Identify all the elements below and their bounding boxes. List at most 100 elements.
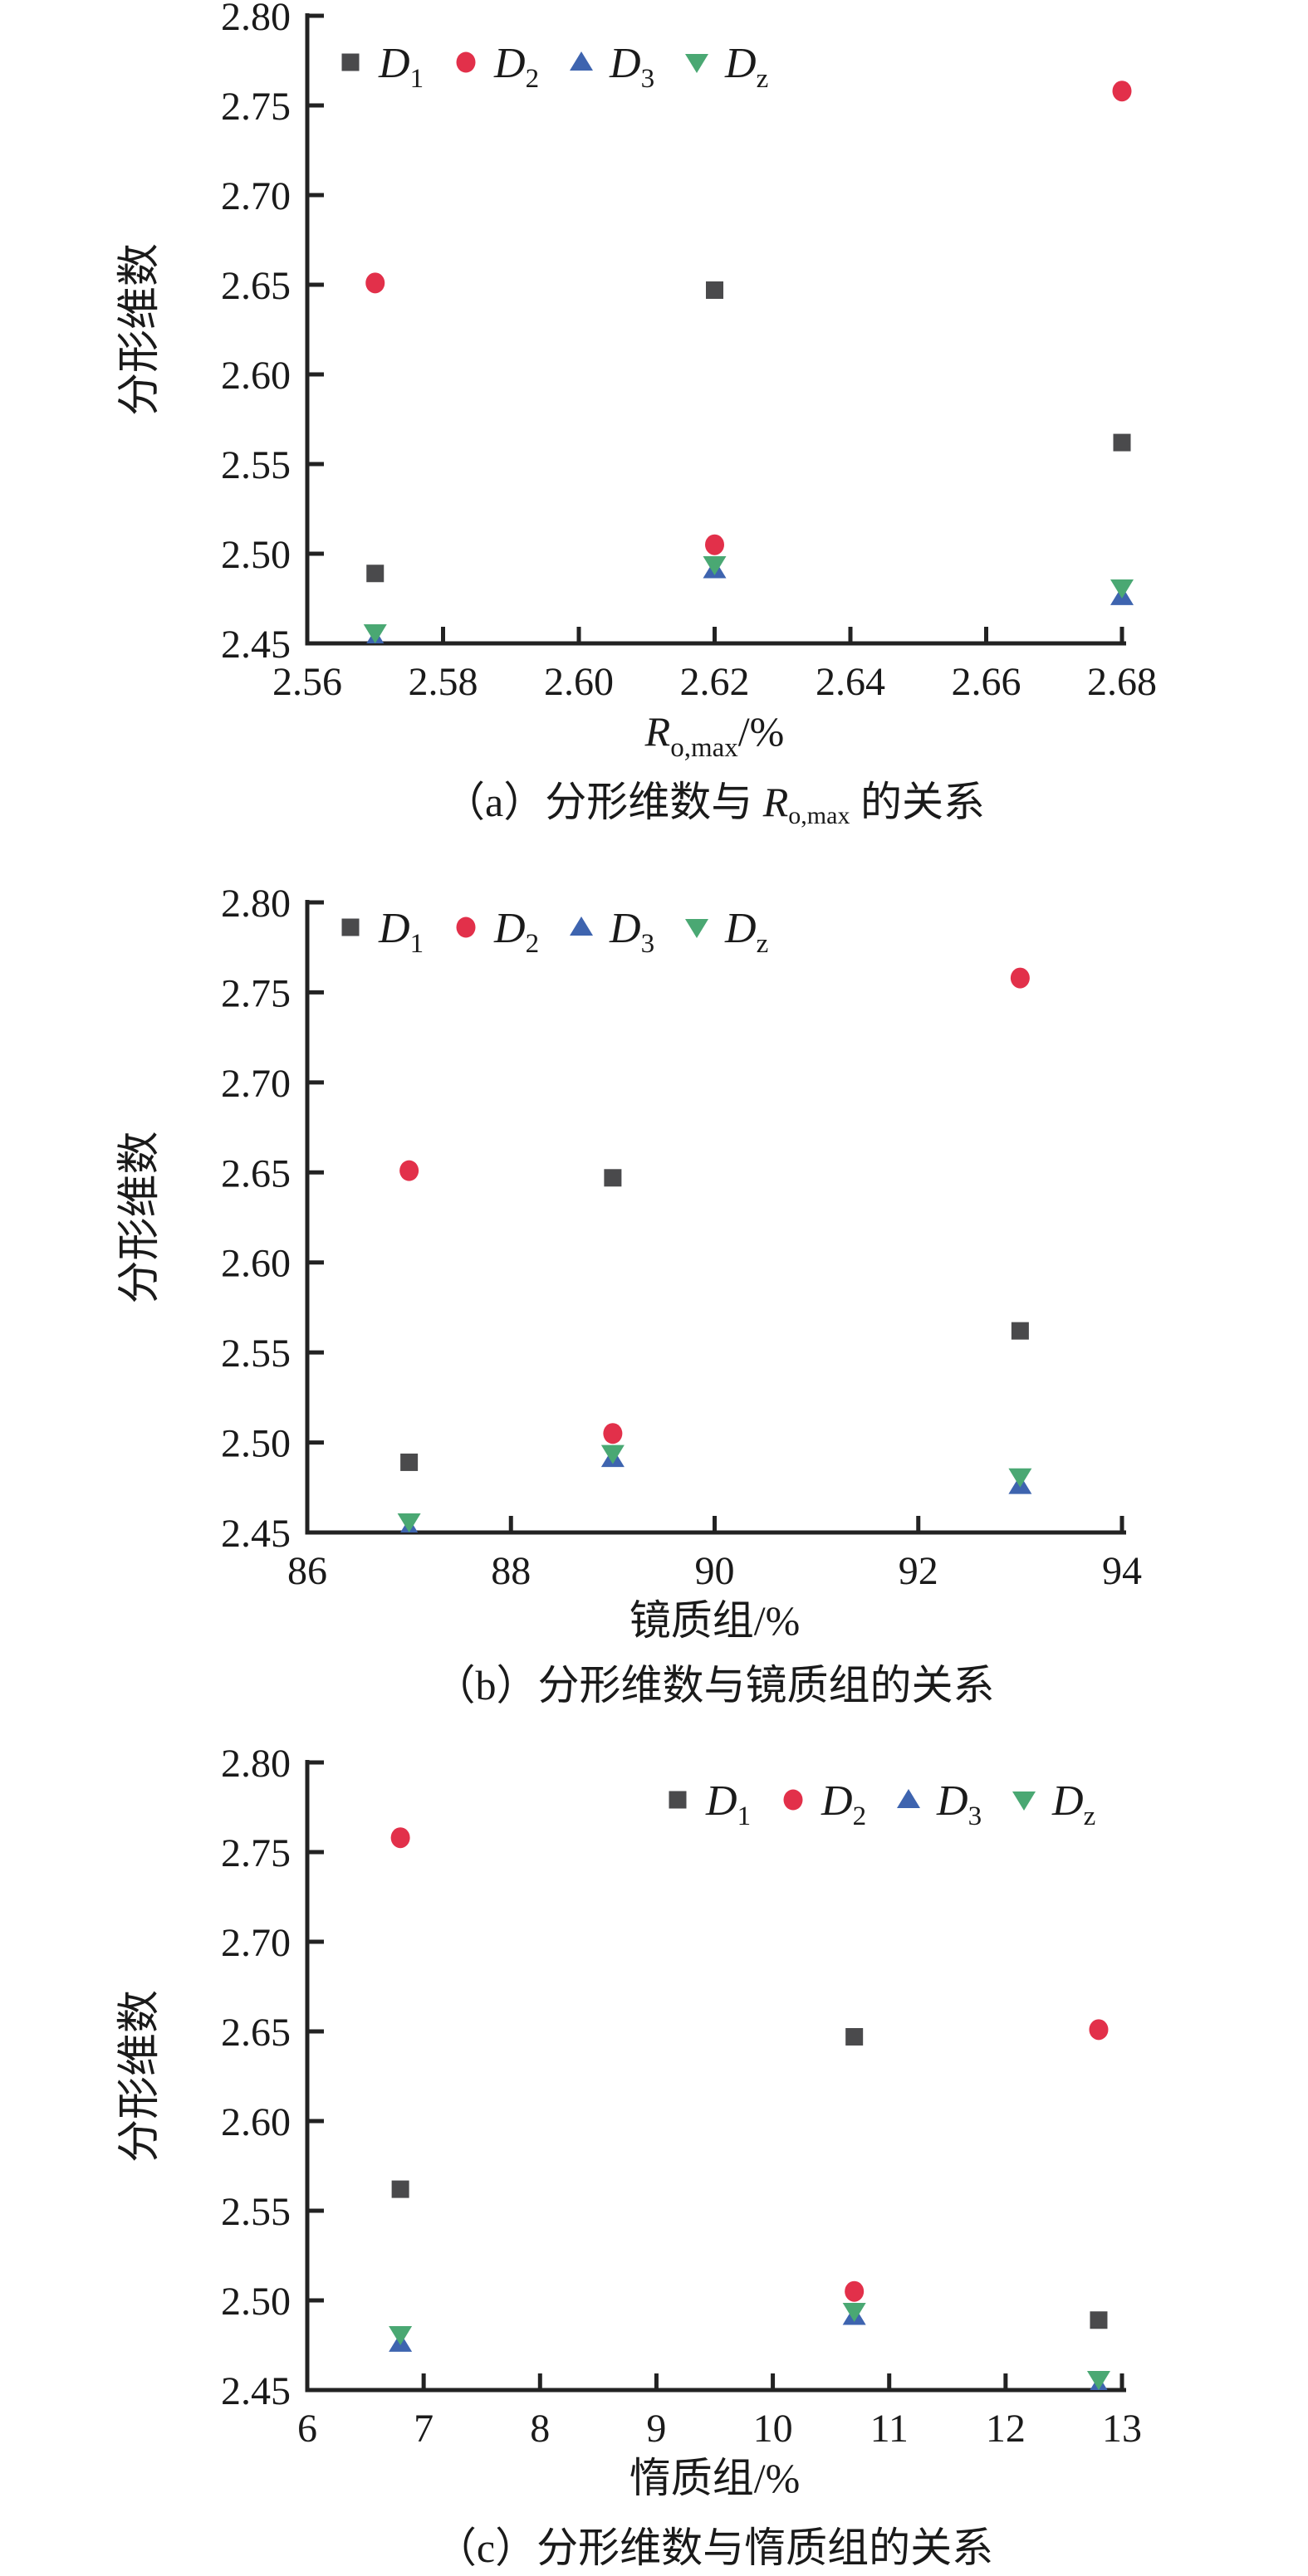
y-tick-label: 2.55 [221, 1332, 291, 1376]
chart-b: 86 88 90 92 94 2.45 2.50 2.55 2.60 2.65 2.70 2.75 2.… [0, 858, 1308, 1717]
legend-triangle-up-icon [570, 917, 593, 936]
x-tick-label: 8 [530, 2407, 550, 2451]
legend: D1 D2 D3 Dz [341, 40, 768, 94]
caption-subscript: o,max [788, 802, 850, 829]
y-tick-label: 2.70 [221, 1921, 291, 1965]
legend-triangle-down-icon [1012, 1791, 1036, 1811]
legend-label: D3 [609, 40, 654, 94]
legend-label: Dz [1051, 1777, 1095, 1831]
caption-text: （a）分形维数与 [443, 779, 763, 825]
point-D1 [366, 565, 385, 583]
point-Dz [703, 555, 727, 575]
y-axis-title: 分形维数 [116, 1132, 164, 1304]
x-tick-label: 94 [1102, 1549, 1142, 1593]
caption-text: （c）分形维数与惰质组的关系 [434, 2524, 994, 2571]
series-D2 [399, 967, 1030, 1444]
axes [305, 13, 1126, 646]
x-tick-label: 2.60 [544, 660, 614, 704]
series-D2 [390, 1826, 1109, 2302]
caption-variable: R [762, 779, 789, 825]
y-tick-label: 2.60 [221, 354, 291, 398]
y-tick-label: 2.80 [221, 0, 291, 39]
x-tick-label: 86 [287, 1549, 327, 1593]
point-Dz [363, 624, 387, 643]
point-D2 [399, 1160, 419, 1181]
point-D2 [1089, 2018, 1109, 2040]
x-tick-label: 2.58 [409, 660, 478, 704]
point-Dz [600, 1444, 625, 1464]
chart-c: 6 7 8 9 10 11 12 13 2.45 2.50 2.55 2.60 2.65 2.70 2.75… [0, 1718, 1308, 2576]
legend-triangle-up-icon [897, 1788, 920, 1808]
data-points [363, 81, 1134, 643]
y-tick-label: 2.65 [221, 1152, 291, 1196]
point-D1 [1090, 2310, 1108, 2329]
legend-label: D1 [705, 1777, 751, 1831]
y-axis-title: 分形维数 [116, 1990, 164, 2163]
point-D2 [603, 1423, 623, 1444]
x-tick-label: 6 [297, 2407, 317, 2451]
y-tick-label: 2.60 [221, 2100, 291, 2144]
chart-b-svg: 86 88 90 92 942.452.502.552.602.652.702.752.… [116, 882, 1142, 1644]
series-D1 [366, 281, 1131, 583]
series-Dz [363, 555, 1134, 643]
y-tick-label: 2.80 [221, 1742, 291, 1786]
y-tick-label: 2.50 [221, 533, 291, 577]
legend-item-D3: D3 [570, 40, 654, 94]
legend-square-icon [669, 1791, 687, 1809]
y-tick-label: 2.75 [221, 972, 291, 1016]
y-tick-label: 2.55 [221, 443, 291, 487]
y-tick-label: 2.75 [221, 1831, 291, 1875]
legend-item-Dz: Dz [1012, 1777, 1095, 1831]
series-D1 [400, 1169, 1029, 1472]
x-tick-label: 13 [1102, 2407, 1142, 2451]
y-tick-label: 2.50 [221, 2280, 291, 2324]
data-points [389, 1826, 1110, 2390]
y-tick-label: 2.45 [221, 623, 291, 667]
series-Dz [389, 2302, 1110, 2390]
x-tick-label: 9 [646, 2407, 666, 2451]
chart-b-caption: （b）分形维数与镜质组的关系 [249, 1662, 1179, 1714]
x-tick-label: 12 [986, 2407, 1026, 2451]
panel-a: 2.56 2.58 2.60 2.62 2.64 2.66 2.68 2.45 2.50 2.55… [0, 0, 1308, 859]
point-Dz [1110, 579, 1134, 599]
legend-label: D3 [609, 905, 654, 959]
caption-text: （b）分形维数与镜质组的关系 [434, 1662, 995, 1709]
y-tick-label: 2.55 [221, 2190, 291, 2234]
x-axis: 6 7 8 9 10 11 12 13 [297, 2373, 1142, 2451]
panel-c: 6 7 8 9 10 11 12 13 2.45 2.50 2.55 2.60 2.65 2.70 2.75… [0, 1717, 1308, 2576]
series-D3 [389, 2305, 1108, 2390]
legend-label: D3 [936, 1777, 982, 1831]
point-Dz [389, 2325, 413, 2345]
y-tick-label: 2.80 [221, 882, 291, 926]
y-tick-label: 2.45 [221, 2369, 291, 2413]
data-points [397, 967, 1032, 1533]
legend-circle-icon [783, 1789, 803, 1811]
legend-item-Dz: Dz [685, 905, 768, 959]
x-tick-label: 11 [870, 2407, 909, 2451]
point-D2 [390, 1826, 410, 1848]
x-axis: 2.56 2.58 2.60 2.62 2.64 2.66 2.68 [272, 627, 1157, 704]
x-axis-title: 镜质组/% [630, 1597, 801, 1644]
y-tick-label: 2.70 [221, 1062, 291, 1106]
legend-item-D2: D2 [456, 40, 539, 94]
chart-a: 2.56 2.58 2.60 2.62 2.64 2.66 2.68 2.45 2.50 2.55… [0, 0, 1308, 858]
legend-label: D1 [378, 905, 424, 959]
caption-suffix: 的关系 [850, 779, 985, 825]
y-axis: 2.45 2.50 2.55 2.60 2.65 2.70 2.75 2.80 [221, 0, 324, 667]
chart-c-caption: （c）分形维数与惰质组的关系 [249, 2525, 1179, 2576]
x-axis: 86 88 90 92 94 [287, 1516, 1142, 1593]
legend-item-D2: D2 [783, 1777, 866, 1831]
x-tick-label: 2.68 [1087, 660, 1157, 704]
legend-item-D3: D3 [897, 1777, 982, 1831]
x-axis-title: Ro,max/% [644, 708, 785, 763]
y-tick-label: 2.65 [221, 2011, 291, 2055]
chart-a-svg: 2.56 2.58 2.60 2.62 2.64 2.66 2.68 2.45 2.50 2.55… [116, 0, 1157, 763]
axes [305, 900, 1126, 1535]
legend-circle-icon [456, 51, 476, 73]
legend-item-D1: D1 [669, 1777, 751, 1831]
point-D1 [391, 2180, 409, 2198]
legend-item-D3: D3 [570, 905, 654, 959]
x-tick-label: 2.56 [272, 660, 342, 704]
x-tick-label: 88 [491, 1549, 531, 1593]
point-D1 [1011, 1322, 1029, 1340]
